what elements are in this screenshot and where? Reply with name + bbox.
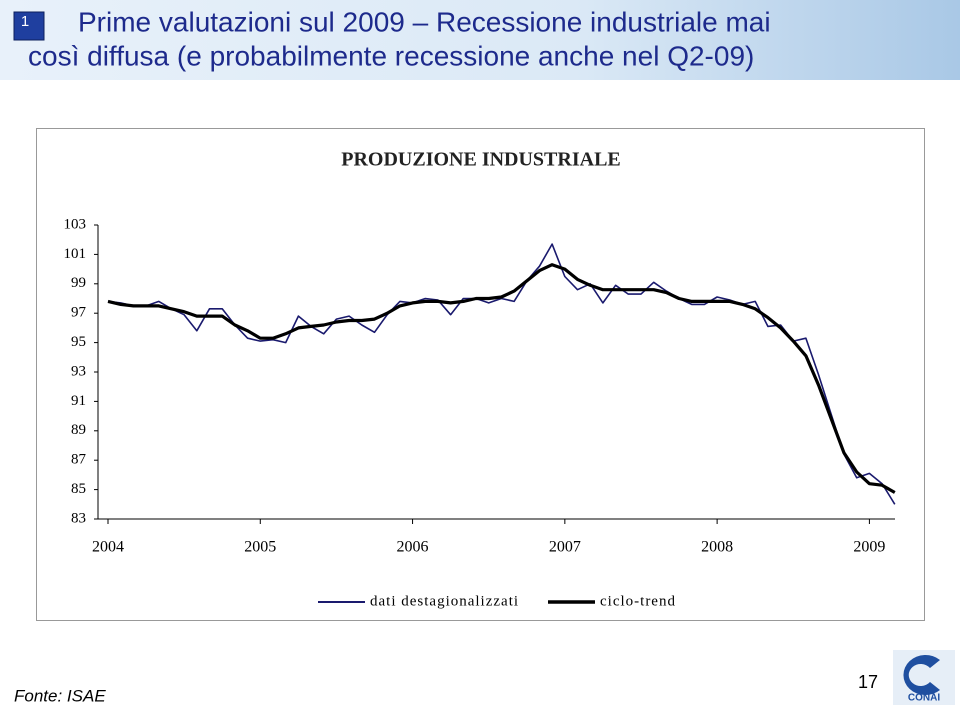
- header-band: [0, 0, 960, 80]
- y-tick-label: 95: [71, 334, 86, 350]
- legend-label: ciclo-trend: [600, 593, 676, 609]
- y-tick-label: 91: [71, 393, 86, 409]
- x-tick-label: 2009: [853, 539, 885, 556]
- slide-number: 1: [21, 13, 29, 30]
- x-tick-label: 2005: [244, 539, 276, 556]
- slide-title-line: Prime valutazioni sul 2009 – Recessione …: [78, 6, 771, 37]
- x-tick-label: 2007: [549, 539, 581, 556]
- y-tick-label: 87: [71, 452, 87, 468]
- series-line: [107, 263, 896, 494]
- slide-title-line: così diffusa (e probabilmente recessione…: [28, 40, 754, 71]
- x-tick-label: 2006: [397, 539, 429, 556]
- y-tick-label: 99: [71, 275, 86, 291]
- legend-label: dati destagionalizzati: [370, 593, 519, 609]
- chart-frame: [36, 128, 925, 621]
- x-tick-label: 2008: [701, 539, 733, 556]
- slide-number-box: [13, 11, 45, 41]
- chart-title: PRODUZIONE INDUSTRIALE: [341, 149, 621, 171]
- y-tick-label: 85: [71, 481, 86, 497]
- y-tick-label: 83: [71, 510, 86, 526]
- y-tick-label: 97: [71, 305, 87, 321]
- source: Fonte: ISAE: [14, 686, 106, 705]
- y-tick-label: 103: [64, 216, 87, 232]
- y-tick-label: 101: [64, 246, 87, 262]
- logo-mark: [903, 655, 940, 695]
- page-number: 17: [858, 672, 878, 692]
- y-tick-label: 89: [71, 422, 86, 438]
- y-tick-label: 93: [71, 363, 86, 379]
- logo-text: CONAI: [908, 693, 940, 704]
- x-tick-label: 2004: [92, 539, 124, 556]
